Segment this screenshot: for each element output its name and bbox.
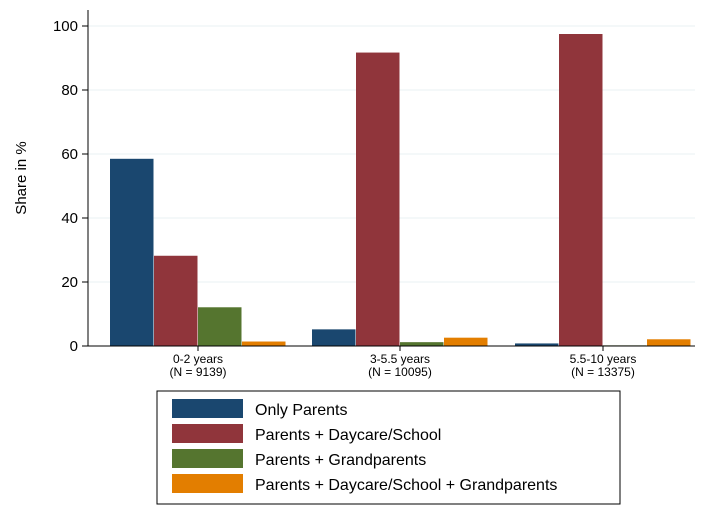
legend-label-4: Parents + Daycare/School + Grandparents [255,477,557,494]
x-category-label: 0-2 years [173,352,223,366]
y-ticks: 0 20 40 60 80 100 [53,18,88,355]
legend-swatch-3 [172,449,243,468]
y-tick-label: 100 [53,18,78,35]
bars [110,34,691,347]
axes [87,10,695,347]
bar-2-series-1 [312,329,356,346]
y-tick-label: 80 [61,82,78,99]
bar-1-series-2 [154,255,198,346]
legend-label-1: Only Parents [255,402,347,419]
y-tick-label: 60 [61,146,78,163]
y-tick-label: 20 [61,274,78,291]
legend-label-3: Parents + Grandparents [255,452,426,469]
legend: Only Parents Parents + Daycare/School Pare… [156,390,621,505]
x-category-n-label: (N = 13375) [571,365,635,379]
x-category-label: 3-5.5 years [370,352,430,366]
legend-label-2: Parents + Daycare/School [255,427,441,444]
y-tick-label: 0 [70,338,78,355]
bar-1-series-3 [198,307,242,346]
legend-swatch-2 [172,424,243,443]
bar-3-series-4 [647,339,691,346]
x-category-label: 5.5-10 years [570,352,637,366]
x-category-n-label: (N = 9139) [169,365,226,379]
bar-2-series-3 [400,342,444,346]
x-category-n-label: (N = 10095) [368,365,432,379]
x-category-labels: 0-2 years(N = 9139) 3-5.5 years(N = 10095… [169,346,636,379]
legend-swatch-1 [172,399,243,418]
bar-1-series-1 [110,158,154,346]
bar-2-series-4 [444,337,488,346]
y-axis-title: Share in % [13,141,30,214]
bar-1-series-4 [242,341,286,346]
bar-3-series-1 [515,343,559,346]
bar-2-series-2 [356,52,400,347]
y-tick-label: 40 [61,210,78,227]
bar-3-series-2 [559,34,603,346]
legend-swatch-4 [172,474,243,493]
